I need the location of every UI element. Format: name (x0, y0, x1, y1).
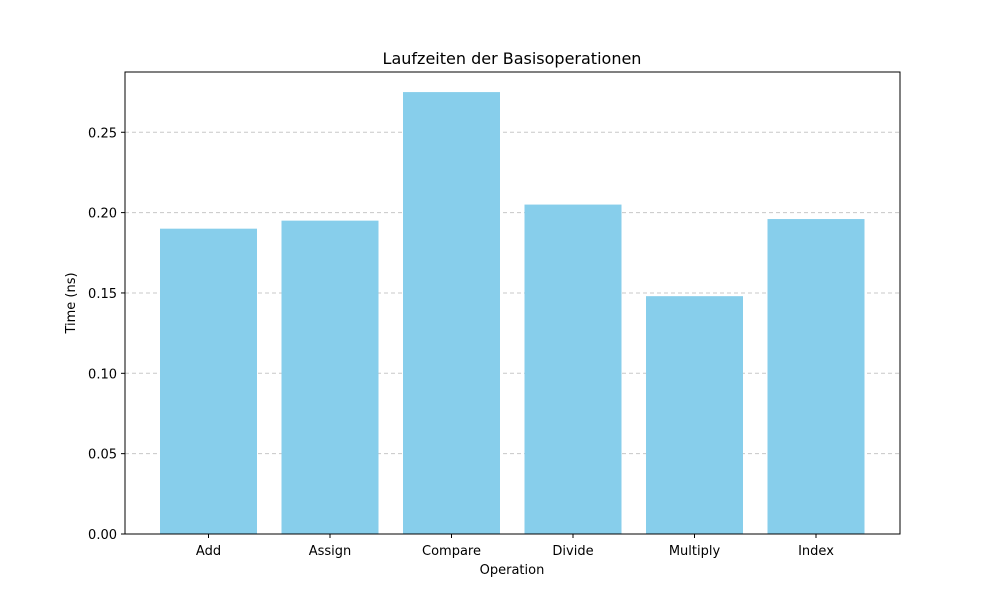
x-tick-label-divide: Divide (552, 544, 593, 559)
x-tick-label-index: Index (798, 544, 834, 559)
bar-divide (524, 204, 622, 534)
bar-multiply (646, 296, 743, 534)
x-axis-label: Operation (480, 563, 545, 578)
y-tick-label: 0.00 (88, 528, 117, 543)
bar-assign (281, 220, 379, 534)
x-tick-label-assign: Assign (309, 544, 352, 559)
y-tick-label: 0.25 (88, 126, 117, 141)
bar-add (160, 228, 257, 534)
x-tick-label-add: Add (196, 544, 221, 559)
y-tick-label: 0.20 (88, 207, 117, 222)
x-tick-label-multiply: Multiply (669, 544, 721, 559)
chart-title: Laufzeiten der Basisoperationen (383, 49, 642, 68)
x-axis-ticks: Add Assign Compare Divide Multiply Index (196, 534, 834, 559)
bars (160, 92, 865, 535)
y-tick-label: 0.15 (88, 287, 117, 302)
bar-compare (403, 92, 500, 534)
y-axis-ticks: 0.00 0.05 0.10 0.15 0.20 0.25 (88, 126, 125, 543)
y-tick-label: 0.10 (88, 367, 117, 382)
plot-frame (124, 71, 901, 535)
x-tick-label-compare: Compare (422, 544, 481, 559)
y-tick-label: 0.05 (88, 448, 117, 463)
y-axis-label: Time (ns) (64, 272, 79, 334)
bar-index (767, 219, 865, 535)
